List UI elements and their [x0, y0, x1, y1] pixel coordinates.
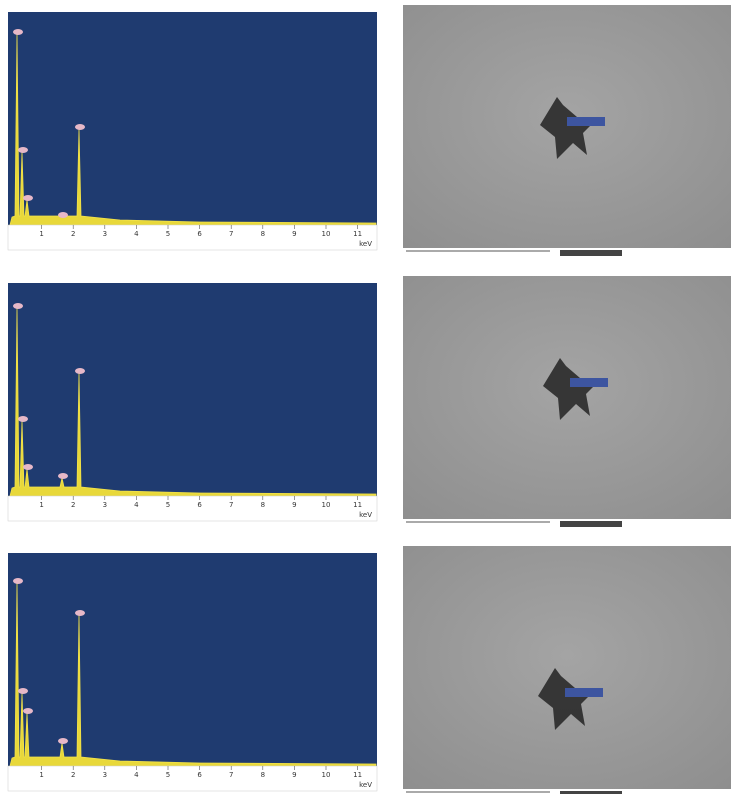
x-tick-label: 7 [229, 230, 233, 238]
x-tick-label: 1 [39, 771, 43, 779]
x-tick-label: 2 [71, 771, 75, 779]
peak-marker [58, 212, 68, 218]
x-tick-label: 8 [261, 501, 265, 509]
spot-marker [565, 688, 603, 697]
x-tick-label: 7 [229, 501, 233, 509]
x-axis-strip [7, 495, 378, 522]
x-axis-strip [7, 224, 378, 251]
x-tick-label: 8 [261, 230, 265, 238]
spectrum-trace [9, 582, 377, 767]
peak-marker [23, 195, 33, 201]
peak-marker [75, 124, 85, 130]
x-tick-label: 11 [353, 501, 362, 509]
x-axis-unit: keV [359, 511, 372, 519]
peak-marker [13, 29, 23, 35]
peak-marker [18, 147, 28, 153]
x-tick-label: 8 [261, 771, 265, 779]
peak-marker [23, 464, 33, 470]
x-tick-label: 9 [292, 230, 296, 238]
x-tick-label: 1 [39, 501, 43, 509]
x-tick-label: 3 [103, 771, 107, 779]
image-tag [560, 791, 622, 794]
x-tick-label: 2 [71, 230, 75, 238]
x-tick-label: 3 [103, 501, 107, 509]
x-tick-label: 11 [353, 230, 362, 238]
peak-marker [58, 473, 68, 479]
x-tick-label: 1 [39, 230, 43, 238]
peak-marker [23, 708, 33, 714]
x-tick-label: 4 [134, 771, 139, 779]
x-tick-label: 9 [292, 501, 296, 509]
spectrum-plot [8, 283, 377, 496]
x-tick-label: 5 [166, 230, 170, 238]
peak-marker [58, 738, 68, 744]
particle [538, 668, 593, 730]
x-tick-label: 4 [134, 501, 139, 509]
particle [540, 97, 595, 159]
x-axis-strip [7, 765, 378, 792]
spectrum-trace [9, 33, 377, 226]
x-tick-label: 6 [197, 771, 202, 779]
x-tick-label: 5 [166, 501, 170, 509]
spot-marker [567, 117, 605, 126]
peak-marker [18, 688, 28, 694]
peak-marker [75, 610, 85, 616]
x-tick-label: 6 [197, 230, 202, 238]
x-tick-label: 11 [353, 771, 362, 779]
x-tick-label: 10 [322, 230, 331, 238]
x-tick-label: 5 [166, 771, 170, 779]
x-tick-label: 4 [134, 230, 139, 238]
spectrum-trace [9, 307, 377, 497]
peak-marker [18, 416, 28, 422]
peak-marker [13, 578, 23, 584]
spot-marker [570, 378, 608, 387]
x-tick-label: 3 [103, 230, 107, 238]
x-axis-unit: keV [359, 781, 372, 789]
image-tag [560, 250, 622, 256]
sem-image [403, 546, 731, 789]
x-tick-label: 7 [229, 771, 233, 779]
image-tag [560, 521, 622, 527]
x-tick-label: 9 [292, 771, 296, 779]
particle [543, 358, 598, 420]
peak-marker [75, 368, 85, 374]
peak-marker [13, 303, 23, 309]
x-tick-label: 10 [322, 501, 331, 509]
x-tick-label: 6 [197, 501, 202, 509]
x-tick-label: 10 [322, 771, 331, 779]
x-tick-label: 2 [71, 501, 75, 509]
spectrum-plot [8, 553, 377, 766]
x-axis-unit: keV [359, 240, 372, 248]
spectrum-plot [8, 12, 377, 225]
